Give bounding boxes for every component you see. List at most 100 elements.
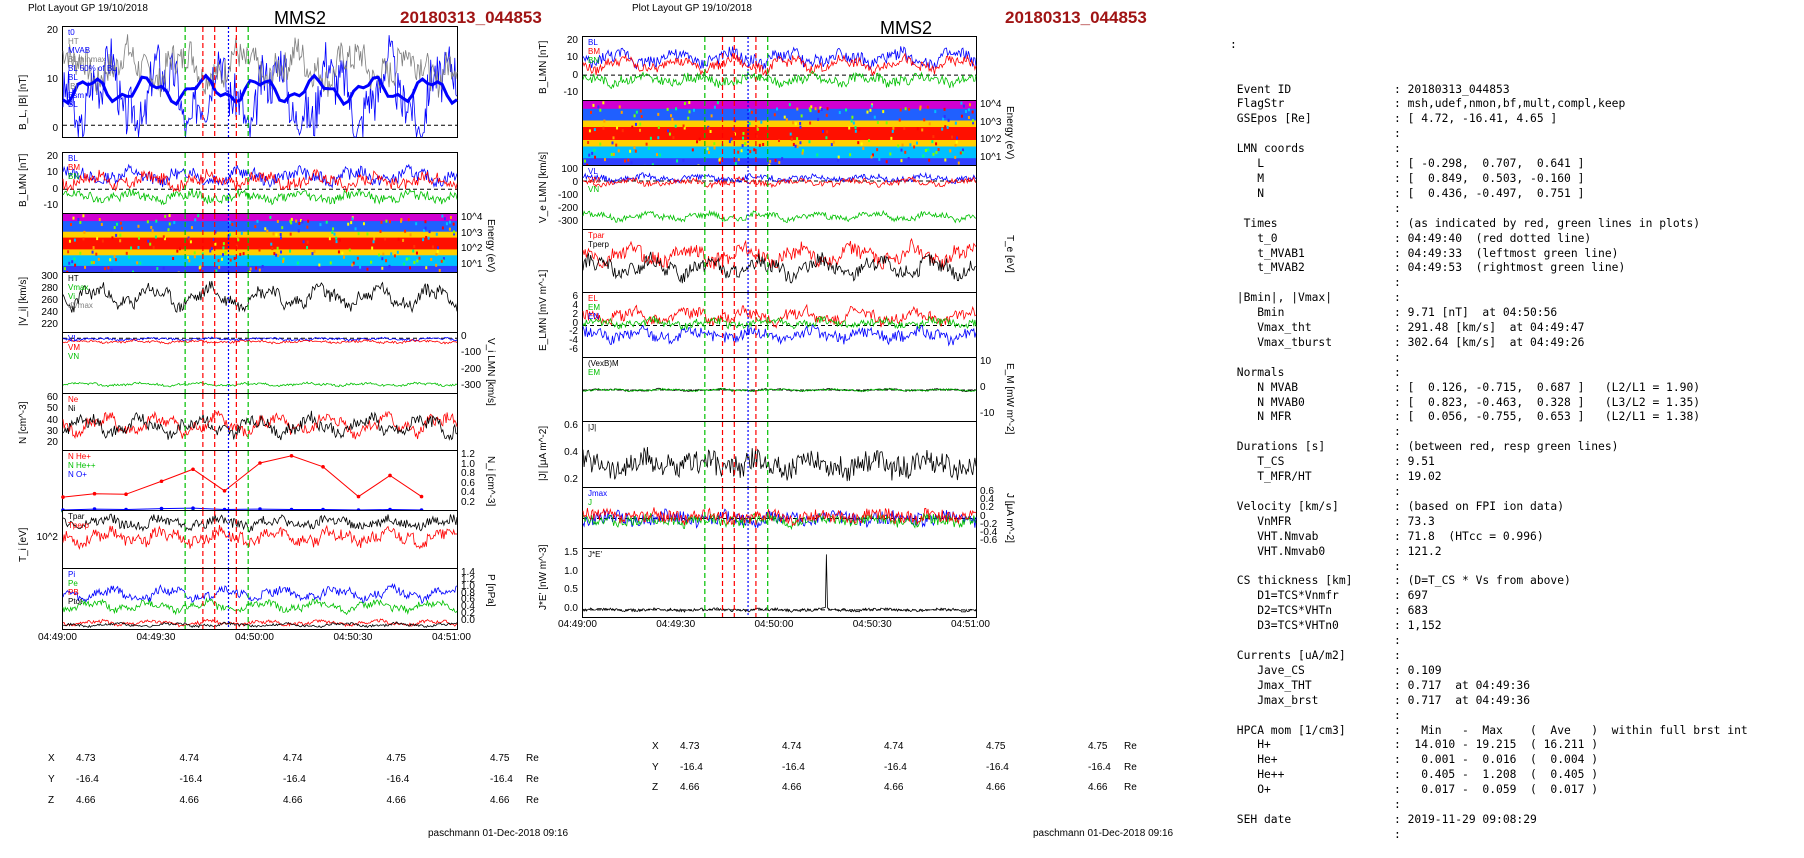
- spectrogram-pixel: [935, 142, 937, 145]
- y-axis-label: |J| [μA m^-2]: [538, 426, 549, 481]
- info-row: :: [1230, 276, 1800, 291]
- spectrogram-pixel: [877, 121, 879, 124]
- spectrogram-pixel: [845, 108, 847, 111]
- spectrogram-pixel: [197, 214, 199, 217]
- spectrogram-pixel: [656, 153, 658, 156]
- spectrogram-pixel: [409, 266, 411, 269]
- spectrogram-pixel: [675, 107, 677, 110]
- info-value: :: [1394, 798, 1401, 813]
- spectrogram-pixel: [95, 253, 97, 256]
- ephem-z-label: Z: [652, 782, 658, 793]
- info-key: [1230, 798, 1394, 813]
- spectrogram-pixel: [675, 125, 677, 128]
- spectrogram-pixel: [281, 226, 283, 229]
- info-value: : 19.02: [1394, 470, 1442, 485]
- spectrogram-pixel: [371, 247, 373, 250]
- legend-item: Ptot: [68, 597, 82, 606]
- panel-plot-bl: [63, 27, 457, 137]
- spectrogram-pixel: [68, 262, 70, 265]
- data-point: [357, 495, 361, 499]
- spectrogram-pixel: [266, 230, 268, 233]
- panel-vilmn: [62, 332, 458, 395]
- spectrogram-pixel: [916, 142, 918, 145]
- spectrogram-pixel: [370, 261, 372, 264]
- spectrogram-pixel: [795, 122, 797, 125]
- spectrogram-pixel: [741, 149, 743, 152]
- y-tick-label: 280: [32, 283, 58, 294]
- panel-plot-elmn: [583, 293, 976, 358]
- info-key: D1=TCS*Vnmfr: [1230, 589, 1394, 604]
- info-key: t_MVAB1: [1230, 247, 1394, 262]
- spectrogram-pixel: [853, 122, 855, 125]
- ephemeris-value: -16.4: [884, 762, 907, 773]
- y-tick-label: 0: [32, 184, 58, 195]
- spectrogram-pixel: [947, 126, 949, 129]
- info-key: [1230, 560, 1394, 575]
- spectrogram-pixel: [801, 114, 803, 117]
- spectrogram-pixel: [347, 223, 349, 226]
- y-tick-label: 10^3: [980, 117, 1001, 128]
- info-row: N MFR: [ 0.056, -0.755, 0.653 ] (L2/L1 =…: [1230, 410, 1800, 425]
- legend-item: BL 50% of BL: [68, 64, 117, 73]
- spectrogram-pixel: [380, 221, 382, 224]
- spectrogram-pixel: [83, 231, 85, 234]
- spectrogram-pixel: [121, 227, 123, 230]
- ephemeris-value: 4.66: [387, 795, 406, 806]
- info-value: :: [1394, 291, 1401, 306]
- spectrogram-pixel: [641, 115, 643, 118]
- y-axis-label: B_LMN [nT]: [18, 154, 29, 207]
- info-value: : 0.017 - 0.059 ( 0.017 ): [1394, 783, 1598, 798]
- spectrogram-pixel: [250, 267, 252, 270]
- spectrogram-pixel: [418, 257, 420, 260]
- spectrogram-pixel: [280, 236, 282, 239]
- spectrogram-pixel: [597, 105, 599, 108]
- y-tick-label: 0.2: [461, 497, 475, 508]
- spectrogram-pixel: [416, 252, 418, 255]
- info-row: :: [1230, 709, 1800, 724]
- ephemeris-value: -16.4: [782, 762, 805, 773]
- spectrogram-pixel: [965, 110, 967, 113]
- spectrogram-pixel: [944, 108, 946, 111]
- panel-plot-em: [583, 358, 976, 422]
- info-top-colon: :: [1230, 38, 1800, 53]
- info-value: :: [1394, 366, 1401, 381]
- info-key: N: [1230, 187, 1394, 202]
- spectrogram-pixel: [415, 222, 417, 225]
- legend: |J|: [588, 423, 596, 432]
- legend-item: Jmax: [588, 489, 607, 498]
- info-row: VnMFR: 73.3: [1230, 515, 1800, 530]
- y-tick-label: -300: [461, 380, 481, 391]
- spectrogram-pixel: [424, 220, 426, 223]
- panel-plot-velmn: [583, 166, 976, 230]
- info-row: Jmax_brst: 0.717 at 04:49:36: [1230, 694, 1800, 709]
- spectrogram-pixel: [799, 141, 801, 144]
- y-axis-label: Energy (eV): [485, 219, 496, 272]
- spectrogram-pixel: [307, 241, 309, 244]
- spectrogram-pixel: [593, 149, 595, 152]
- y-tick-label: 20: [32, 151, 58, 162]
- ephem-z-label: Z: [48, 795, 54, 806]
- legend-item: t0: [68, 28, 117, 37]
- y-tick-label: 0.5: [552, 584, 578, 595]
- spectrogram-pixel: [688, 101, 690, 104]
- spectrogram-pixel: [269, 216, 271, 219]
- series-line-bl: [583, 46, 976, 69]
- spectrogram-pixel: [871, 105, 873, 108]
- spectrogram-pixel: [710, 130, 712, 133]
- info-row: D2=TCS*VHTn: 683: [1230, 604, 1800, 619]
- spectrogram-pixel: [744, 142, 746, 145]
- info-key: [1230, 634, 1394, 649]
- spectrogram-pixel: [349, 249, 351, 252]
- ephemeris-value: 4.74: [782, 741, 801, 752]
- spectrogram-pixel: [862, 147, 864, 150]
- info-row: H+: 14.010 - 19.215 ( 16.211 ): [1230, 738, 1800, 753]
- ephemeris-unit: Re: [526, 795, 539, 806]
- spectrogram-pixel: [275, 233, 277, 236]
- info-key: He+: [1230, 753, 1394, 768]
- y-tick-label: 10^1: [980, 152, 1001, 163]
- spectrogram-pixel: [313, 250, 315, 253]
- spectrogram-pixel: [339, 239, 341, 242]
- info-row: Vmax_tburst: 302.64 [km/s] at 04:49:26: [1230, 336, 1800, 351]
